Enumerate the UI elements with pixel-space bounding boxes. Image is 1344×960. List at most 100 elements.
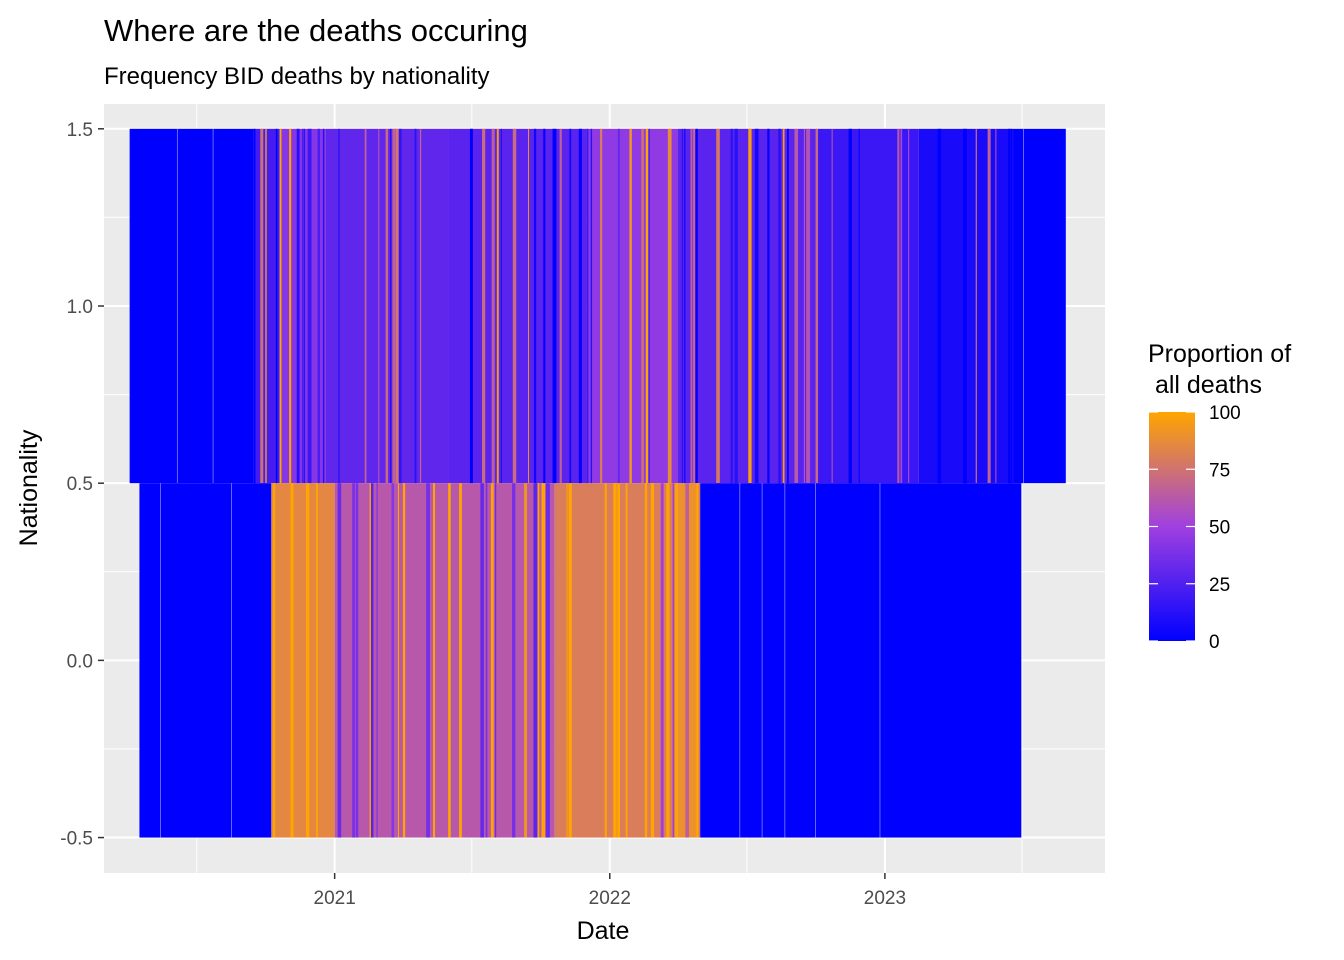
heat-tile-stripe	[699, 483, 701, 838]
heat-tile-stripe	[543, 128, 546, 484]
heat-tile-stripe	[315, 483, 318, 838]
heat-tile-band	[700, 483, 1022, 838]
heat-tile-stripe	[496, 128, 499, 484]
heat-tile-stripe	[695, 128, 698, 484]
heat-tile-stripe	[730, 128, 733, 484]
heat-tile-stripe	[385, 128, 389, 484]
heat-tile-stripe	[482, 128, 486, 484]
heat-tile-stripe	[307, 128, 312, 484]
legend-tick-label: 25	[1209, 575, 1230, 596]
heat-tile-stripe	[848, 128, 852, 484]
heat-tile-stripe	[600, 128, 603, 484]
heat-tile-gap	[879, 483, 881, 838]
heat-tile-stripe	[527, 128, 530, 484]
y-axis: -0.5 0.0 0.5 1.0 1.5	[60, 120, 104, 850]
heat-tile-stripe	[512, 483, 516, 838]
chart-title: Where are the deaths occuring	[104, 13, 528, 48]
x-tick-label: 2022	[589, 888, 631, 909]
heat-tile-band	[1013, 128, 1066, 484]
heat-tile-stripe	[629, 128, 632, 484]
heat-tile-stripe	[392, 128, 396, 484]
heat-tile-stripe	[897, 128, 900, 484]
heat-tile-stripe	[937, 128, 942, 484]
heat-tile-stripe	[541, 483, 546, 838]
heat-tile-gap	[814, 483, 816, 838]
heat-tile-stripe	[590, 128, 593, 484]
heat-tile-stripe	[1008, 128, 1011, 484]
heat-tile-stripe	[975, 128, 977, 484]
legend-title-line-1: Proportion of	[1148, 340, 1291, 368]
heat-tile-stripe	[586, 128, 589, 484]
heat-tile-stripe	[782, 128, 785, 484]
heat-tile-stripe	[675, 483, 678, 838]
heat-tile-stripe	[390, 128, 392, 484]
heat-tile-stripe	[552, 128, 557, 484]
heat-tile-stripe	[666, 483, 670, 838]
heat-tile-band	[334, 483, 555, 838]
heat-tile-gap	[231, 483, 232, 838]
heat-tile-stripe	[559, 128, 562, 484]
heat-tile-stripe	[279, 128, 282, 484]
heat-tile-stripe	[302, 128, 304, 484]
heat-tile-stripe	[500, 128, 502, 484]
heat-tile-stripe	[459, 483, 462, 838]
heat-tile-stripe	[480, 483, 484, 838]
legend-tick-label: 100	[1209, 403, 1241, 424]
heat-tile-stripe	[253, 128, 256, 484]
heat-tile-stripe	[433, 483, 436, 838]
heat-tile-stripe	[260, 128, 264, 484]
heat-tile-stripe	[734, 128, 738, 484]
heat-tile-stripe	[690, 128, 693, 484]
heat-tile-stripe	[648, 128, 650, 484]
heat-tile-stripe	[448, 483, 451, 838]
heat-tile-stripe	[369, 483, 371, 838]
heat-tile-stripe	[317, 128, 320, 484]
heat-tile-stripe	[419, 128, 422, 484]
x-tick-label: 2023	[864, 888, 906, 909]
heat-tile-stripe	[806, 128, 811, 484]
heat-tile-gap	[212, 128, 214, 484]
heat-tile-stripe	[322, 128, 325, 484]
heat-tile-stripe	[604, 483, 607, 838]
heat-tile-stripe	[794, 128, 798, 484]
heat-tile-stripe	[512, 128, 517, 484]
y-tick-label: 1.0	[67, 297, 93, 318]
heat-tile-gap	[160, 483, 161, 838]
y-tick-label: 0.5	[67, 474, 93, 495]
heat-tile-stripe	[858, 128, 860, 484]
heat-tile-stripe	[995, 128, 997, 484]
heat-tile-stripe	[908, 128, 910, 484]
heat-tile-gap	[761, 483, 763, 838]
heat-tile-stripe	[371, 483, 374, 838]
heat-tile-stripe	[617, 128, 620, 484]
heat-tile-stripe	[355, 483, 359, 838]
heat-tile-stripe	[399, 128, 402, 484]
heat-tile-stripe	[660, 483, 664, 838]
y-tick-label: 1.5	[67, 120, 93, 141]
heat-tile-stripe	[490, 483, 494, 838]
heat-tile-stripe	[426, 483, 430, 838]
y-tick-label: 0.0	[67, 651, 93, 672]
heat-tile-stripe	[402, 483, 406, 838]
heat-tile-stripe	[693, 128, 696, 484]
heat-tile-stripe	[963, 128, 967, 484]
heat-tile-stripe	[1010, 128, 1013, 484]
heat-tile-gap	[176, 128, 178, 484]
heat-tile-stripe	[767, 128, 770, 484]
heat-tile-stripe	[613, 483, 617, 838]
heat-tile-stripe	[987, 128, 991, 484]
heat-tile-stripe	[787, 128, 789, 484]
heat-tile-stripe	[569, 128, 572, 484]
heat-tile-stripe	[306, 483, 310, 838]
legend-tick-label: 75	[1209, 460, 1230, 481]
heat-tile-stripe	[681, 128, 683, 484]
heat-tile-stripe	[815, 128, 819, 484]
heat-tile-stripe	[748, 128, 752, 484]
legend-tick-label: 0	[1209, 632, 1220, 653]
heat-tile-gap	[784, 483, 786, 838]
heat-tile-stripe	[524, 483, 528, 838]
heat-tile-stripe	[650, 483, 655, 838]
heat-tile-band	[139, 483, 272, 838]
heat-tile-stripe	[803, 128, 805, 484]
color-legend: Proportion of all deaths 0 25 50 75 100	[1148, 340, 1291, 653]
